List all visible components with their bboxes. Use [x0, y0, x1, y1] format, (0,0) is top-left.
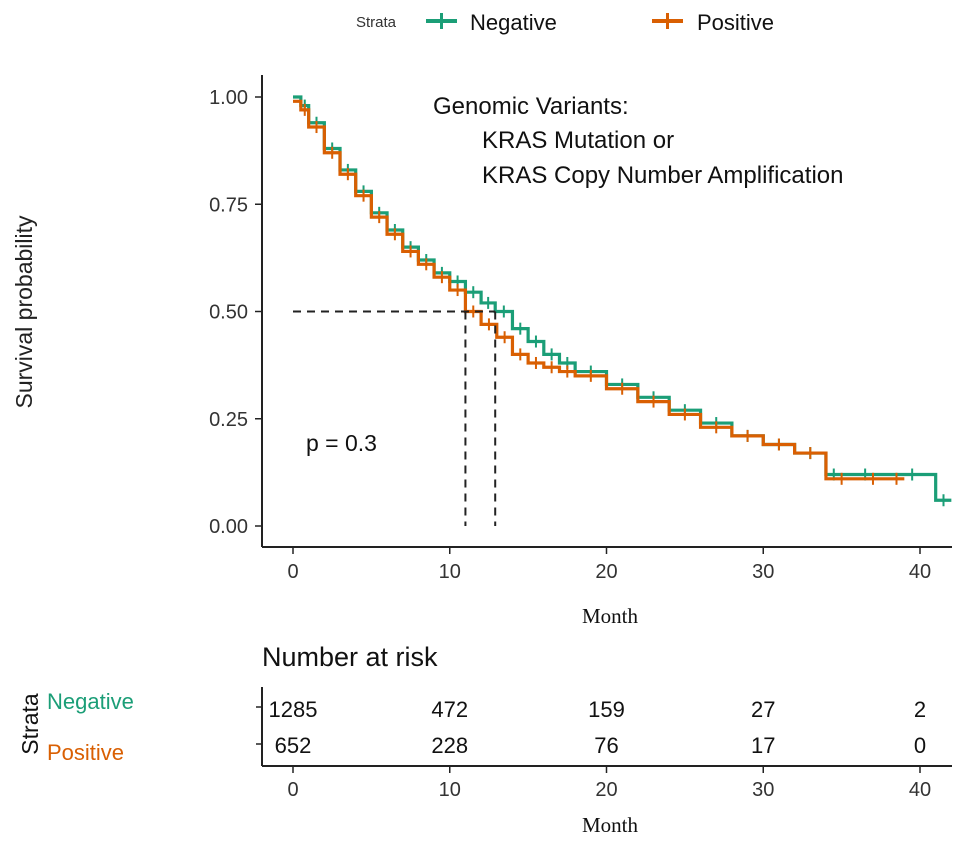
- risk-value-negative: 472: [431, 697, 468, 722]
- risk-x-tick-label: 0: [287, 779, 298, 801]
- x-tick-label: 10: [439, 561, 461, 583]
- survival-curve-positive: [293, 99, 905, 481]
- risk-x-tick-label: 30: [752, 779, 774, 801]
- risk-strata-label: Strata: [17, 693, 43, 755]
- x-tick-label: 40: [909, 561, 931, 583]
- risk-row-label-positive: Positive: [47, 740, 124, 765]
- risk-value-negative: 159: [588, 697, 625, 722]
- legend-title: Strata: [356, 14, 397, 31]
- risk-value-negative: 27: [751, 697, 775, 722]
- risk-value-negative: 2: [914, 697, 926, 722]
- y-tick-label: 0.75: [209, 194, 248, 216]
- p-value-label: p = 0.3: [306, 430, 377, 456]
- risk-x-tick-label: 40: [909, 779, 931, 801]
- x-axis-label: Month: [582, 604, 639, 628]
- risk-value-positive: 652: [275, 733, 312, 758]
- risk-value-positive: 228: [431, 733, 468, 758]
- risk-row-label-negative: Negative: [47, 689, 134, 714]
- risk-value-positive: 0: [914, 733, 926, 758]
- risk-value-negative: 1285: [269, 697, 318, 722]
- legend-label-negative: Negative: [470, 10, 557, 35]
- legend: Strata Negative Positive: [356, 10, 774, 35]
- survival-curves: [293, 95, 952, 507]
- legend-key-positive: [652, 13, 683, 29]
- risk-value-positive: 17: [751, 733, 775, 758]
- y-tick-label: 1.00: [209, 87, 248, 109]
- risk-x-ticks: 0 10 20 30 40: [287, 766, 931, 801]
- x-tick-label: 0: [287, 561, 298, 583]
- risk-table: Number at risk Strata Negative Positive …: [17, 642, 952, 837]
- y-tick-label: 0.50: [209, 302, 248, 324]
- legend-label-positive: Positive: [697, 10, 774, 35]
- x-tick-label: 30: [752, 561, 774, 583]
- risk-values: 1285 472 159 27 2 652 228 76 17 0: [269, 697, 927, 758]
- x-tick-label: 20: [595, 561, 617, 583]
- y-tick-label: 0.00: [209, 516, 248, 538]
- risk-table-title: Number at risk: [262, 642, 438, 672]
- risk-x-tick-label: 10: [439, 779, 461, 801]
- y-tick-label: 0.25: [209, 409, 248, 431]
- annotation-line-3: KRAS Copy Number Amplification: [482, 162, 843, 189]
- annotation: Genomic Variants: KRAS Mutation or KRAS …: [433, 93, 843, 189]
- risk-value-positive: 76: [594, 733, 618, 758]
- risk-x-axis-label: Month: [582, 813, 639, 837]
- annotation-line-2: KRAS Mutation or: [482, 127, 674, 154]
- risk-x-tick-label: 20: [595, 779, 617, 801]
- annotation-line-1: Genomic Variants:: [433, 93, 629, 120]
- axis-ticks: 0 10 20 30 40 0.00 0.25 0.50 0.75 1.00: [209, 87, 931, 583]
- survival-curve-negative: [293, 95, 952, 502]
- median-lines: [293, 310, 497, 526]
- legend-key-negative: [426, 13, 457, 29]
- y-axis-label: Survival probability: [11, 215, 37, 409]
